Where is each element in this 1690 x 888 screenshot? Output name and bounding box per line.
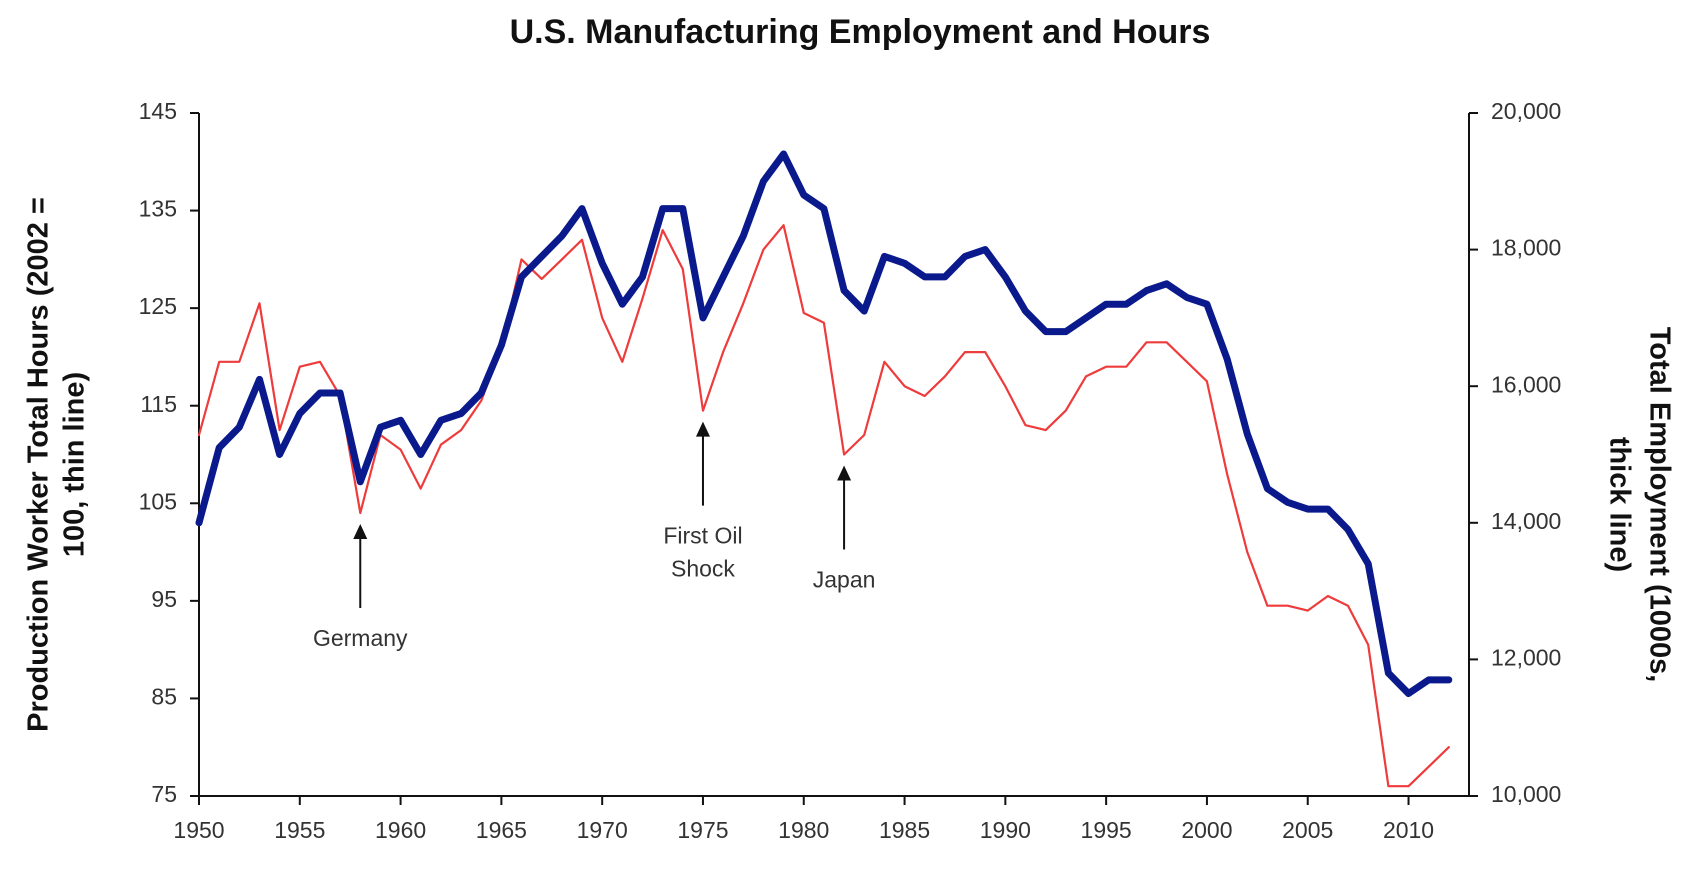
x-tick-label: 2000	[1181, 817, 1232, 843]
x-tick-label: 1995	[1081, 817, 1132, 843]
x-tick-label: 1985	[879, 817, 930, 843]
x-tick-label: 2010	[1383, 817, 1434, 843]
annotation-text: Shock	[671, 556, 735, 582]
series-line	[197, 224, 1450, 788]
annotation-arrowhead	[353, 524, 368, 540]
chart-title: U.S. Manufacturing Employment and Hours	[510, 13, 1211, 51]
y2-axis-label: Total Employment (1000s,	[1643, 327, 1675, 683]
y2-tick-label: 18,000	[1491, 235, 1561, 261]
x-tick-label: 1980	[778, 817, 829, 843]
x-tick-label: 1955	[274, 817, 325, 843]
y-tick-label: 125	[139, 293, 177, 319]
y-tick-label: 135	[139, 196, 177, 222]
y2-axis-label: thick line)	[1603, 437, 1635, 572]
x-tick-label: 1965	[476, 817, 527, 843]
y2-tick-label: 10,000	[1491, 781, 1561, 807]
annotation-text: Germany	[313, 625, 408, 651]
y2-tick-label: 16,000	[1491, 371, 1561, 397]
y-tick-label: 105	[139, 488, 177, 514]
y-tick-label: 75	[151, 781, 177, 807]
x-tick-label: 2005	[1282, 817, 1333, 843]
y-axis-label: Production Worker Total Hours (2002 =	[23, 197, 55, 732]
y-tick-label: 85	[151, 684, 177, 710]
x-tick-label: 1950	[173, 817, 224, 843]
y-tick-label: 115	[140, 391, 177, 417]
y2-tick-label: 12,000	[1491, 644, 1561, 670]
x-tick-label: 1960	[375, 817, 426, 843]
series-line	[195, 150, 1453, 697]
annotation-arrowhead	[837, 465, 852, 481]
annotation-text: First Oil	[663, 523, 742, 549]
y2-tick-label: 20,000	[1491, 98, 1561, 124]
y-tick-label: 95	[151, 586, 177, 612]
y2-tick-label: 14,000	[1491, 508, 1561, 534]
y-axis-label: 100, thin line)	[59, 372, 91, 557]
x-tick-label: 1975	[677, 817, 728, 843]
y-tick-label: 145	[139, 98, 177, 124]
x-tick-label: 1970	[577, 817, 628, 843]
x-tick-label: 1990	[980, 817, 1031, 843]
annotation-arrowhead	[695, 421, 710, 437]
annotation-text: Japan	[813, 567, 876, 593]
